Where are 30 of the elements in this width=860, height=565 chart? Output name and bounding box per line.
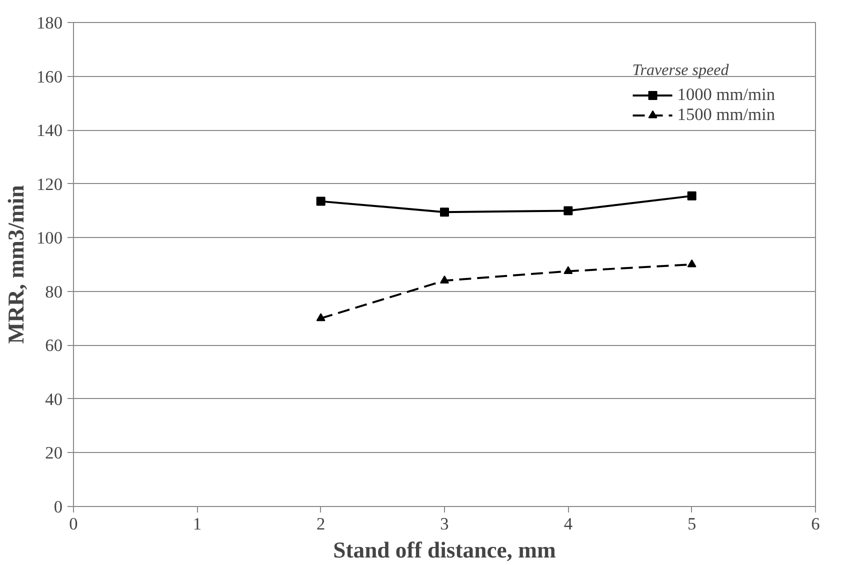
point bbox=[564, 206, 573, 216]
y-tick-label: 0 bbox=[54, 498, 63, 516]
y-tick-label: 140 bbox=[36, 121, 63, 140]
point bbox=[440, 276, 449, 284]
legend-label: 1500 mm/min bbox=[677, 105, 775, 125]
y-tick-label: 20 bbox=[45, 444, 62, 463]
y-tick-label: 160 bbox=[36, 67, 63, 86]
x-tick-label: 5 bbox=[688, 514, 696, 534]
x-tick-label: 3 bbox=[440, 514, 449, 534]
point bbox=[316, 196, 326, 206]
point bbox=[316, 313, 326, 322]
point bbox=[687, 191, 696, 200]
legend-title: Traverse speed bbox=[632, 62, 730, 80]
legend-label: 1000 mm/min bbox=[677, 85, 775, 105]
y-tick-label: 180 bbox=[36, 14, 63, 32]
x-tick-label: 2 bbox=[316, 514, 326, 534]
y-tick-label: 120 bbox=[36, 174, 63, 194]
x-tick-label: 6 bbox=[811, 514, 820, 534]
x-axis-title: Stand off distance, mm bbox=[333, 538, 556, 562]
y-tick-label: 60 bbox=[45, 336, 62, 356]
point bbox=[564, 266, 573, 274]
x-tick-label: 4 bbox=[564, 514, 573, 534]
point bbox=[440, 208, 449, 217]
y-axis-title: MRR, mm3/min bbox=[4, 184, 29, 344]
point bbox=[687, 259, 696, 268]
y-tick-label: 100 bbox=[36, 228, 63, 248]
y-tick-label: 40 bbox=[45, 390, 62, 409]
x-tick-label: 1 bbox=[192, 514, 202, 534]
x-tick-label: 0 bbox=[69, 514, 78, 534]
y-tick-label: 80 bbox=[45, 282, 62, 302]
